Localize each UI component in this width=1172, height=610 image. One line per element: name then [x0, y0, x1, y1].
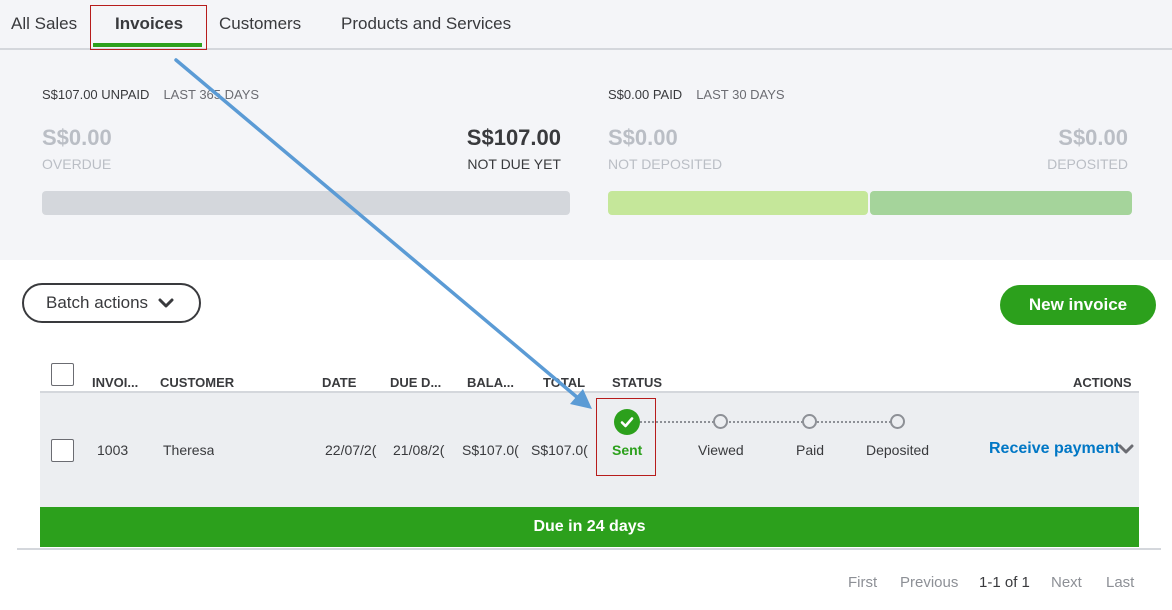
column-header-actions: ACTIONS — [1073, 375, 1132, 390]
pagination-next[interactable]: Next — [1051, 574, 1082, 591]
status-connector-3 — [817, 421, 891, 423]
cell-due-date: 21/08/2( — [393, 442, 445, 458]
cell-customer: Theresa — [163, 442, 215, 458]
paid-step-icon — [802, 414, 817, 429]
cell-total: S$107.0( — [531, 442, 588, 458]
cell-date: 22/07/2( — [325, 442, 377, 458]
pagination-last[interactable]: Last — [1106, 574, 1135, 591]
pagination-previous[interactable]: Previous — [900, 574, 959, 591]
deposited-amount: S$0.00 — [1058, 125, 1128, 150]
overdue-label: OVERDUE — [42, 156, 112, 172]
not-deposited-bar[interactable] — [608, 191, 868, 215]
deposited-bar[interactable] — [870, 191, 1132, 215]
chevron-down-icon — [158, 298, 174, 308]
column-header-due-date[interactable]: DUE D... — [390, 375, 442, 390]
paid-heading: S$0.00 PAID LAST 30 DAYS — [608, 87, 785, 102]
not-deposited-label: NOT DEPOSITED — [608, 156, 723, 172]
status-connector-2 — [729, 421, 803, 423]
cell-balance: S$107.0( — [462, 442, 519, 458]
unpaid-period: LAST 365 DAYS — [163, 87, 260, 102]
sent-check-icon — [614, 409, 640, 435]
new-invoice-button[interactable]: New invoice — [1000, 285, 1156, 325]
pagination-range: 1-1 of 1 — [979, 574, 1030, 591]
invoices-tab-annotation-box — [90, 5, 207, 50]
tab-customers[interactable]: Customers — [219, 14, 302, 33]
tab-invoices[interactable]: Invoices — [115, 14, 184, 33]
table-footer-divider — [17, 548, 1161, 550]
paid-total: S$0.00 PAID — [608, 87, 683, 102]
money-bar-summary: S$107.00 UNPAID LAST 365 DAYS S$0.00 OVER… — [0, 50, 1172, 260]
column-header-status: STATUS — [612, 375, 663, 390]
deposited-label: DEPOSITED — [1047, 156, 1128, 172]
column-header-balance[interactable]: BALA... — [467, 375, 514, 390]
status-step-sent: Sent — [612, 442, 643, 458]
not-due-label: NOT DUE YET — [467, 156, 561, 172]
sales-tabbar: All Sales Invoices Customers Products an… — [0, 0, 1172, 50]
row-select-checkbox[interactable] — [51, 439, 74, 462]
status-step-paid: Paid — [796, 442, 825, 458]
sent-status-annotation-box — [596, 398, 656, 476]
receive-payment-link[interactable]: Receive payment — [989, 440, 1120, 457]
column-header-customer[interactable]: CUSTOMER — [160, 375, 235, 390]
not-deposited-amount: S$0.00 — [608, 125, 678, 150]
column-header-date[interactable]: DATE — [322, 375, 357, 390]
tab-products-and-services[interactable]: Products and Services — [341, 14, 512, 33]
cell-invoice-number: 1003 — [97, 442, 129, 458]
select-all-checkbox[interactable] — [51, 363, 74, 386]
unpaid-total: S$107.00 UNPAID — [42, 87, 150, 102]
active-tab-indicator — [93, 43, 202, 47]
paid-period: LAST 30 DAYS — [696, 87, 785, 102]
column-header-total[interactable]: TOTAL — [543, 375, 586, 390]
not-due-amount: S$107.00 — [466, 125, 561, 150]
unpaid-heading: S$107.00 UNPAID LAST 365 DAYS — [42, 87, 259, 102]
tab-all-sales[interactable]: All Sales — [11, 14, 78, 33]
pagination-first[interactable]: First — [848, 574, 878, 591]
deposited-step-icon — [890, 414, 905, 429]
status-step-viewed: Viewed — [698, 442, 744, 458]
batch-actions-label: Batch actions — [46, 293, 149, 312]
status-step-deposited: Deposited — [866, 442, 930, 458]
batch-actions-button[interactable]: Batch actions — [22, 283, 201, 323]
status-connector-1 — [640, 421, 714, 423]
unpaid-progress-bar[interactable] — [42, 191, 570, 215]
overdue-amount: S$0.00 — [42, 125, 112, 150]
column-header-invoice[interactable]: INVOI... — [92, 375, 139, 390]
due-status-banner: Due in 24 days — [40, 507, 1139, 547]
viewed-step-icon — [713, 414, 728, 429]
table-row[interactable] — [40, 393, 1139, 507]
chevron-down-icon[interactable] — [1118, 443, 1134, 455]
